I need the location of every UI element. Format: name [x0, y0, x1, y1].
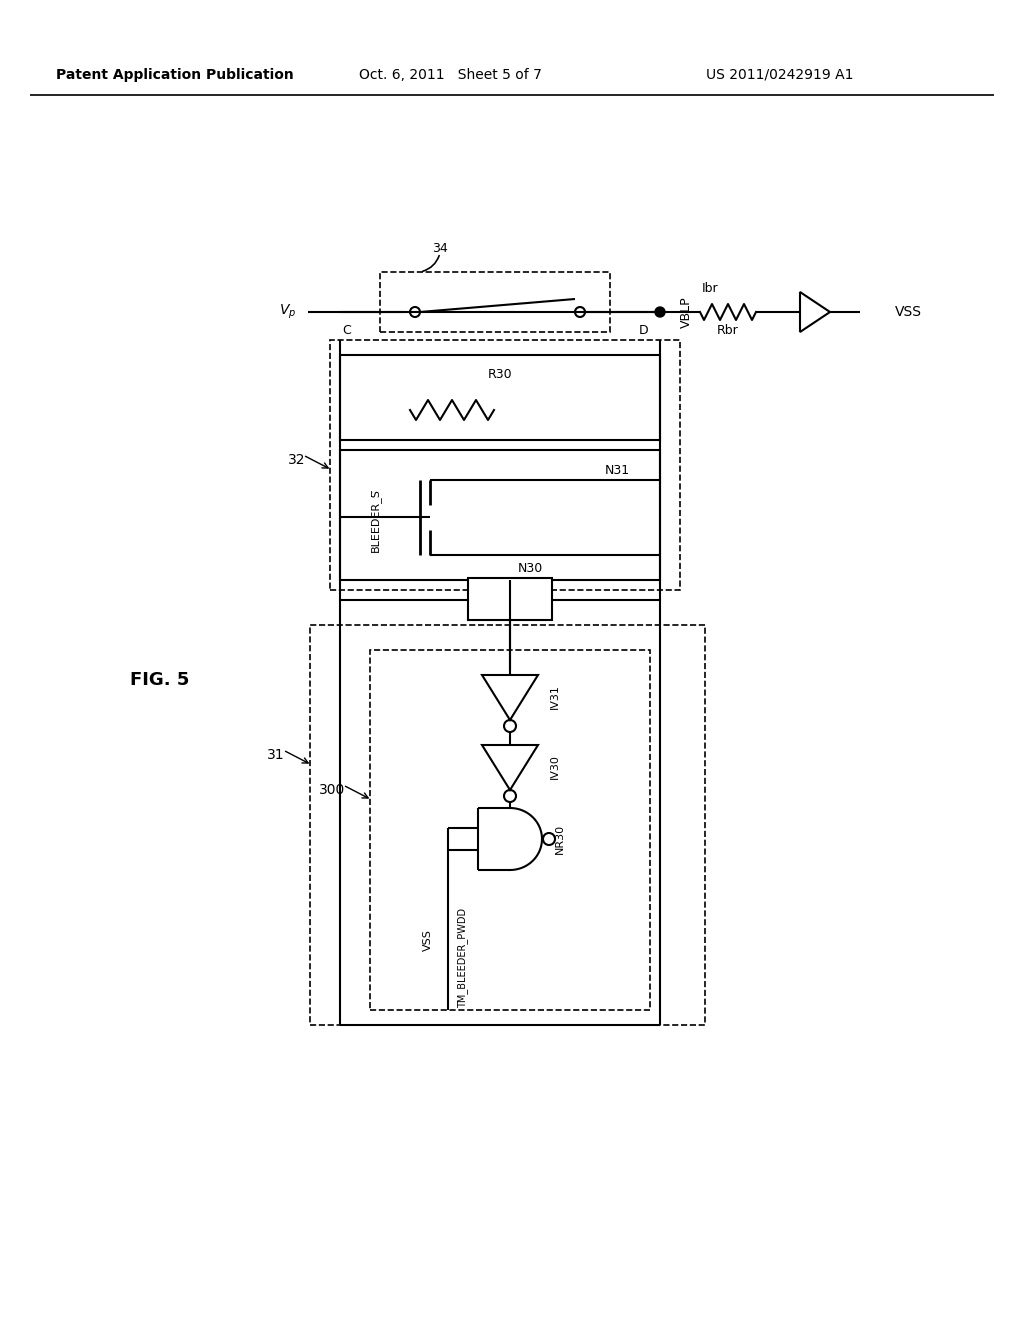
Text: NR30: NR30	[555, 824, 565, 854]
Text: VBLP: VBLP	[680, 296, 693, 327]
Bar	[330, 341, 680, 590]
Circle shape	[655, 308, 665, 317]
Text: Ibr: Ibr	[701, 281, 718, 294]
Text: N30: N30	[517, 561, 543, 574]
Text: IV30: IV30	[550, 755, 560, 779]
Text: C: C	[342, 323, 351, 337]
Text: Rbr: Rbr	[717, 323, 739, 337]
Text: D: D	[638, 323, 648, 337]
Bar	[340, 450, 660, 579]
Text: VSS: VSS	[895, 305, 922, 319]
Bar	[468, 578, 552, 620]
Text: TM_BLEEDER_PWDD: TM_BLEEDER_PWDD	[458, 908, 468, 1008]
Text: BLEEDER_S̅: BLEEDER_S̅	[370, 488, 381, 552]
Bar	[370, 649, 650, 1010]
Text: VSS: VSS	[423, 929, 433, 950]
Text: 31: 31	[267, 748, 285, 762]
Text: Patent Application Publication: Patent Application Publication	[56, 69, 294, 82]
Text: 32: 32	[288, 453, 305, 467]
Text: FIG. 5: FIG. 5	[130, 671, 189, 689]
Text: 300: 300	[318, 783, 345, 797]
Bar	[310, 624, 705, 1026]
Text: IV31: IV31	[550, 685, 560, 709]
Bar	[340, 355, 660, 440]
Text: R30: R30	[487, 368, 512, 381]
Text: Oct. 6, 2011   Sheet 5 of 7: Oct. 6, 2011 Sheet 5 of 7	[358, 69, 542, 82]
Text: 34: 34	[432, 242, 447, 255]
Text: N31: N31	[605, 463, 630, 477]
Text: $V_p$: $V_p$	[279, 302, 296, 321]
Text: US 2011/0242919 A1: US 2011/0242919 A1	[707, 69, 854, 82]
Bar	[380, 272, 610, 333]
